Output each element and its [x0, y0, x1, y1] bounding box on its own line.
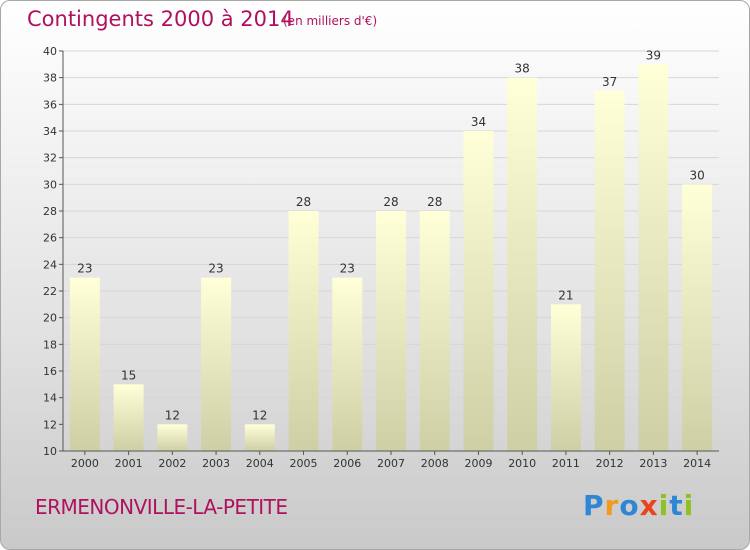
- bar-value-label: 38: [515, 62, 530, 76]
- bar-value-label: 15: [121, 368, 136, 382]
- bar: [201, 277, 232, 451]
- y-tick-label: 16: [43, 365, 57, 378]
- bar: [419, 211, 450, 451]
- bar: [113, 384, 144, 451]
- y-tick-label: 14: [43, 392, 57, 405]
- bar: [638, 64, 669, 452]
- bar-value-label: 28: [383, 195, 398, 209]
- x-tick-label: 2011: [552, 457, 580, 470]
- brand-letter: i: [683, 489, 695, 522]
- bar-value-label: 28: [296, 195, 311, 209]
- x-tick-label: 2000: [71, 457, 99, 470]
- y-tick-label: 10: [43, 445, 57, 458]
- y-tick-label: 30: [43, 178, 57, 191]
- bar-value-label: 28: [427, 195, 442, 209]
- bar-value-label: 21: [558, 288, 573, 302]
- y-tick-label: 36: [43, 98, 57, 111]
- x-tick-label: 2007: [377, 457, 405, 470]
- x-tick-label: 2004: [246, 457, 274, 470]
- brand-letter: o: [619, 489, 640, 522]
- bar-value-label: 34: [471, 115, 486, 129]
- brand-letter: P: [583, 489, 605, 522]
- y-tick-label: 26: [43, 232, 57, 245]
- bar-value-label: 12: [252, 408, 267, 422]
- x-tick-label: 2009: [464, 457, 492, 470]
- y-tick-label: 12: [43, 418, 57, 431]
- x-tick-label: 2002: [158, 457, 186, 470]
- y-tick-label: 22: [43, 285, 57, 298]
- y-tick-label: 24: [43, 258, 57, 271]
- bar: [332, 277, 363, 451]
- x-tick-label: 2003: [202, 457, 230, 470]
- x-tick-label: 2012: [596, 457, 624, 470]
- bar: [288, 211, 319, 451]
- y-tick-label: 20: [43, 312, 57, 325]
- bar: [376, 211, 406, 451]
- chart-subtitle: (en milliers d'€): [283, 14, 378, 28]
- x-tick-label: 2005: [290, 457, 318, 470]
- y-tick-label: 40: [43, 45, 57, 58]
- x-tick-label: 2001: [115, 457, 143, 470]
- bar-value-label: 23: [208, 262, 223, 276]
- y-tick-label: 32: [43, 152, 57, 165]
- chart-title: Contingents 2000 à 2014: [27, 7, 294, 31]
- axes: [59, 50, 719, 455]
- brand-letter: x: [639, 489, 659, 522]
- labels: 10 12 14 16 18 20 22 24 26 28 30 32 34 36 38 40 23 2000 15…: [43, 45, 711, 470]
- bar: [550, 304, 581, 451]
- bar-value-label: 39: [646, 48, 661, 62]
- bar: [463, 131, 494, 451]
- bar-value-label: 37: [602, 75, 617, 89]
- y-tick-label: 34: [43, 125, 57, 138]
- bar-value-label: 23: [340, 262, 355, 276]
- bar: [507, 77, 538, 452]
- x-tick-label: 2008: [421, 457, 449, 470]
- bar: [69, 277, 100, 451]
- bars: [69, 64, 713, 452]
- y-tick-label: 28: [43, 205, 57, 218]
- x-tick-label: 2006: [333, 457, 361, 470]
- brand-letter: i: [658, 489, 670, 522]
- bar: [682, 184, 713, 452]
- bar: [244, 424, 275, 451]
- x-tick-label: 2010: [508, 457, 536, 470]
- x-tick-label: 2013: [639, 457, 667, 470]
- brand-letter: r: [604, 489, 620, 522]
- bar-value-label: 12: [165, 408, 180, 422]
- brand-logo: Proxiti: [583, 489, 694, 522]
- bar: [157, 424, 188, 451]
- bar-value-label: 30: [689, 168, 704, 182]
- brand-letter: t: [669, 489, 684, 522]
- bar-value-label: 23: [77, 262, 92, 276]
- commune-name: ERMENONVILLE-LA-PETITE: [35, 495, 288, 519]
- y-tick-label: 38: [43, 72, 57, 85]
- bar: [594, 91, 625, 451]
- x-tick-label: 2014: [683, 457, 711, 470]
- y-tick-label: 18: [43, 338, 57, 351]
